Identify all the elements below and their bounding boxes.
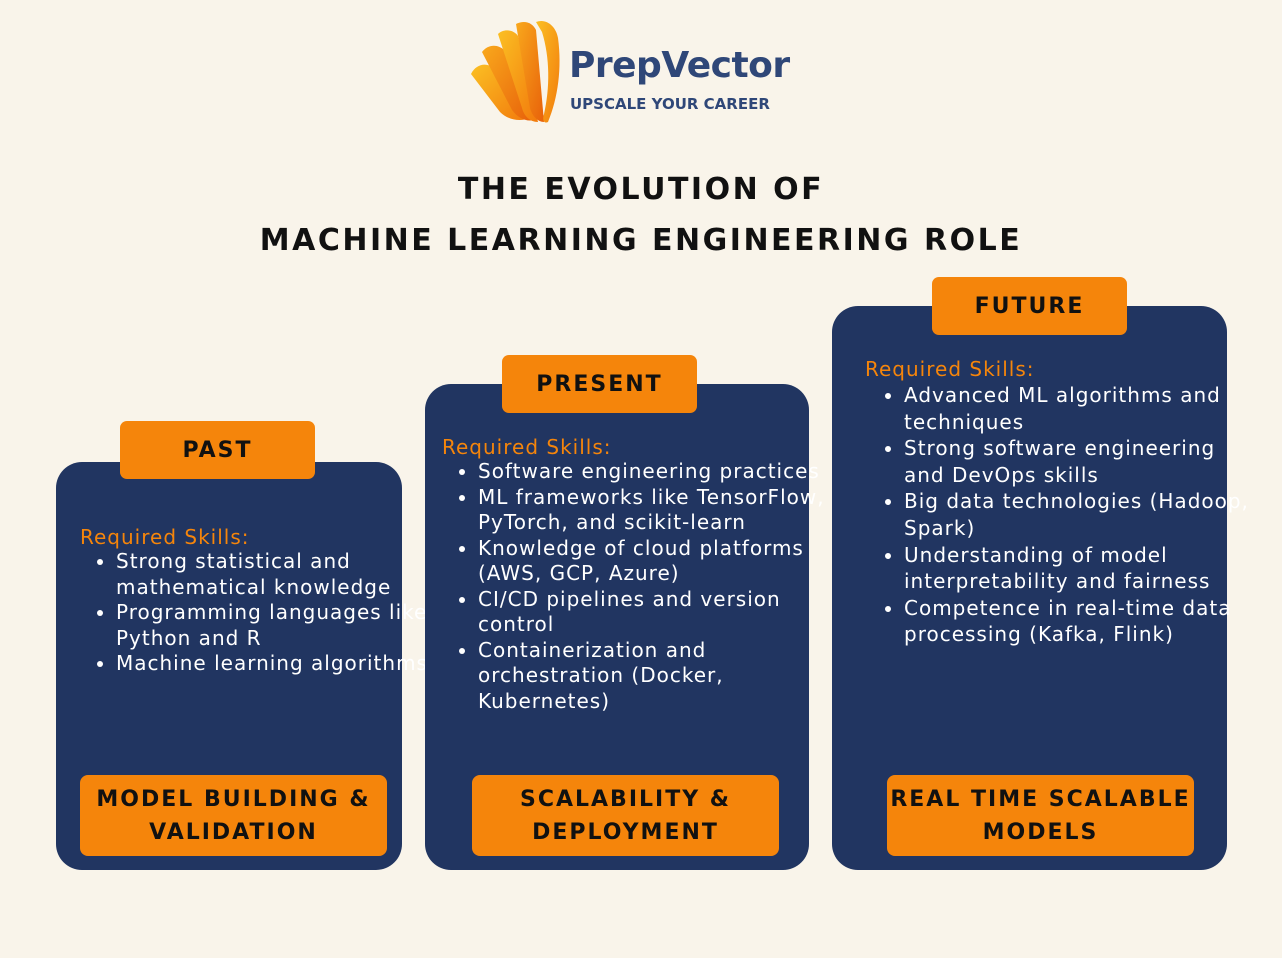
list-item: Understanding of model interpretability … (904, 542, 1260, 595)
future-focus-label: REAL TIME SCALABLE MODELS (887, 775, 1194, 856)
page-title-line2: MACHINE LEARNING ENGINEERING ROLE (259, 223, 1023, 258)
list-item: Programming languages like Python and R (116, 600, 430, 651)
brand-tagline: UPSCALE YOUR CAREER (570, 95, 770, 113)
present-focus-line1: SCALABILITY & (519, 786, 731, 812)
future-tab: FUTURE (932, 277, 1127, 335)
future-focus-line1: REAL TIME SCALABLE (890, 786, 1191, 812)
future-skills-heading: Required Skills: (865, 357, 1035, 381)
list-item: Containerization and orchestration (Dock… (478, 638, 846, 715)
brand-name: PrepVector (569, 45, 790, 86)
present-focus-label: SCALABILITY & DEPLOYMENT (472, 775, 779, 856)
past-focus-line1: MODEL BUILDING & (96, 786, 371, 812)
list-item: Strong software engineering and DevOps s… (904, 435, 1260, 488)
list-item: CI/CD pipelines and version control (478, 587, 846, 638)
past-skills-list: Strong statistical and mathematical know… (80, 549, 430, 677)
page-title-line1: THE EVOLUTION OF (457, 172, 825, 207)
future-focus-line2: MODELS (982, 819, 1099, 845)
list-item: Machine learning algorithms (116, 651, 430, 677)
past-focus-label: MODEL BUILDING & VALIDATION (80, 775, 387, 856)
list-item: Advanced ML algorithms and techniques (904, 382, 1260, 435)
list-item: Software engineering practices (478, 459, 846, 485)
prepvector-logo: PrepVector UPSCALE YOUR CAREER (468, 18, 798, 130)
list-item: Big data technologies (Hadoop, Spark) (904, 488, 1260, 541)
present-skills-list: Software engineering practices ML framew… (442, 459, 846, 714)
future-skills-list: Advanced ML algorithms and techniques St… (868, 382, 1260, 648)
present-skills-heading: Required Skills: (442, 435, 612, 459)
fan-logo-icon (471, 20, 560, 123)
list-item: ML frameworks like TensorFlow, PyTorch, … (478, 485, 846, 536)
past-skills-heading: Required Skills: (80, 525, 250, 549)
past-tab: PAST (120, 421, 315, 479)
present-focus-line2: DEPLOYMENT (532, 819, 719, 845)
past-focus-line2: VALIDATION (149, 819, 318, 845)
present-tab: PRESENT (502, 355, 697, 413)
list-item: Strong statistical and mathematical know… (116, 549, 430, 600)
list-item: Competence in real-time data processing … (904, 595, 1260, 648)
list-item: Knowledge of cloud platforms (AWS, GCP, … (478, 536, 846, 587)
